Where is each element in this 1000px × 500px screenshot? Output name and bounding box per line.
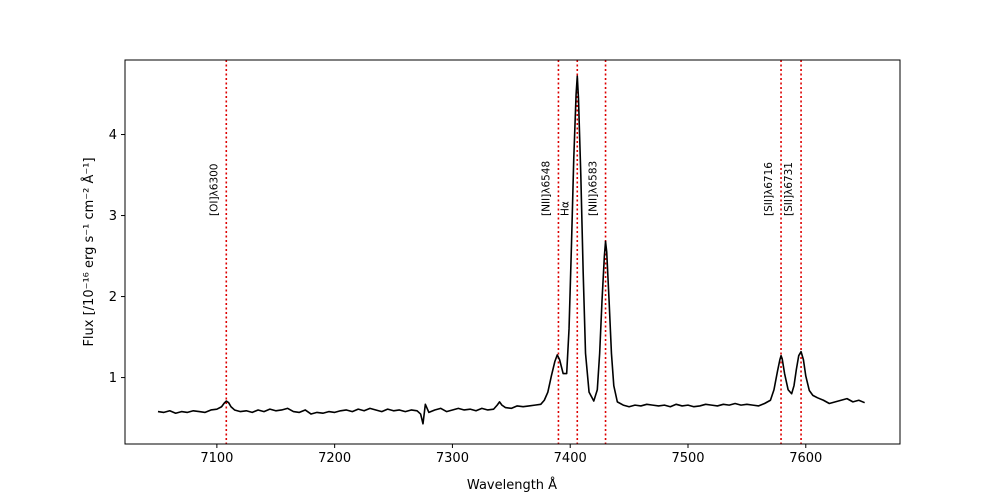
x-tick-label: 7300 [436,451,469,466]
emission-line-labels-layer: [OI]λ6300 [NII]λ6548 Hα [NII]λ6583 [SII]λ671… [208,161,795,216]
emission-line-label: [NII]λ6583 [588,161,600,216]
emission-line-label: [OI]λ6300 [208,163,220,216]
y-tick-label: 4 [109,128,117,143]
spectrum-line [157,75,865,425]
plot-background [125,60,900,444]
y-tick-label: 3 [109,209,117,224]
emission-line-label: [NII]λ6548 [540,161,552,216]
x-axis-ticks: 7100 7200 7300 7400 7500 7600 [200,444,822,466]
x-axis-label: Wavelength Å [467,477,557,493]
y-tick-label: 2 [109,290,117,305]
y-axis-ticks: 1 2 3 4 [109,128,125,386]
y-tick-label: 1 [109,371,117,386]
emission-line-label: [SII]λ6716 [763,162,775,216]
emission-line-label: Hα [559,201,571,216]
x-tick-label: 7200 [318,451,351,466]
plot-frame [124,59,901,445]
x-tick-label: 7100 [200,451,233,466]
x-tick-label: 7500 [671,451,704,466]
x-tick-label: 7400 [554,451,587,466]
y-axis-label: Flux [/10⁻¹⁶ erg s⁻¹ cm⁻² Å⁻¹] [81,157,97,346]
emission-line-label: [SII]λ6731 [783,162,795,216]
x-tick-label: 7600 [789,451,822,466]
emission-lines-layer [225,60,802,444]
